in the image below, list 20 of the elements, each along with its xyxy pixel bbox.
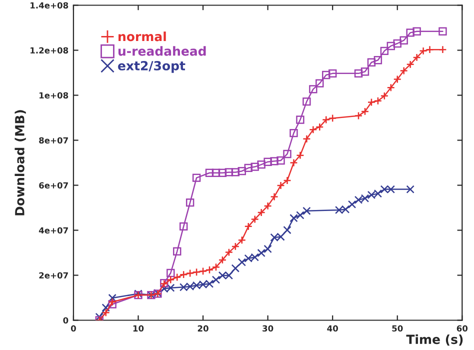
x-tick-label: 10 xyxy=(133,325,144,332)
legend-label: u-readahead xyxy=(118,46,206,56)
y-tick-label: 1e+08 xyxy=(40,92,68,99)
y-tick-label: 2e+07 xyxy=(39,272,68,279)
x-tick-label: 50 xyxy=(392,325,403,332)
y-tick-label: 0 xyxy=(63,317,68,324)
y-tick-label: 4e+07 xyxy=(38,227,68,234)
y-tick-label: 1.2e+08 xyxy=(30,47,68,54)
legend-label: normal xyxy=(118,32,166,42)
x-tick-label: 60 xyxy=(456,325,468,332)
x-tick-label: 0 xyxy=(70,325,76,332)
y-tick-label: 6e+07 xyxy=(39,182,68,189)
x-tick-label: 30 xyxy=(262,325,274,332)
legend-label: ext2/3opt xyxy=(118,60,186,73)
y-tick-label: 8e+07 xyxy=(39,137,68,144)
y-tick-label: 1.4e+08 xyxy=(30,2,68,9)
y-axis-title: Download (MB) xyxy=(14,110,26,216)
x-tick-label: 40 xyxy=(327,325,338,332)
x-tick-label: 20 xyxy=(198,325,208,332)
x-axis-title: Time (s) xyxy=(406,334,463,346)
